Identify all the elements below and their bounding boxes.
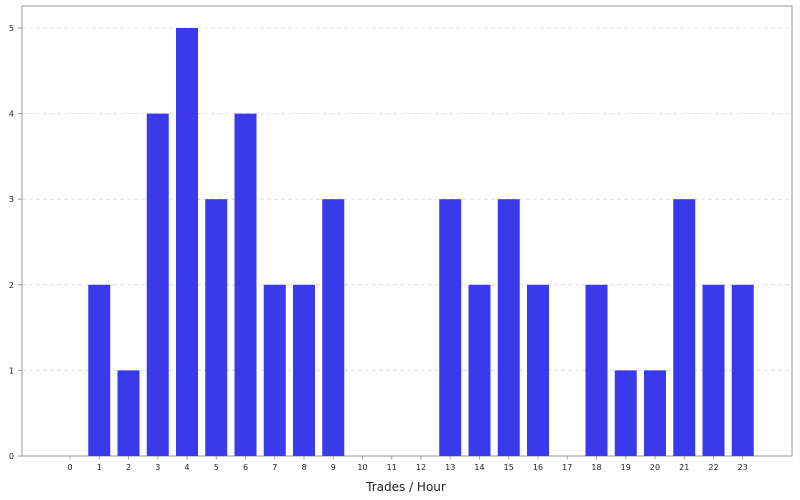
y-tick-label: 0 xyxy=(9,452,14,461)
x-tick-label: 12 xyxy=(416,463,426,472)
bar-8 xyxy=(293,284,315,456)
x-tick-label: 17 xyxy=(562,463,572,472)
bar-4 xyxy=(176,28,198,456)
x-tick-label: 18 xyxy=(591,463,601,472)
x-tick-label: 14 xyxy=(474,463,484,472)
bar-22 xyxy=(702,284,725,456)
x-tick-label: 19 xyxy=(621,463,631,472)
x-tick-label: 11 xyxy=(387,463,397,472)
y-tick-label: 3 xyxy=(9,195,14,204)
bar-21 xyxy=(673,199,696,456)
bar-3 xyxy=(146,113,169,456)
bar-18 xyxy=(585,284,608,456)
x-tick-label: 22 xyxy=(708,463,718,472)
x-tick-label: 7 xyxy=(272,463,277,472)
bar-15 xyxy=(497,199,520,456)
bar-23 xyxy=(731,284,754,456)
bar-1 xyxy=(88,284,111,456)
x-tick-label: 6 xyxy=(243,463,248,472)
x-tick-label: 0 xyxy=(67,463,72,472)
bar-13 xyxy=(439,199,462,456)
bar-9 xyxy=(322,199,345,456)
y-axis-ticks: 0 1 2 3 4 5 xyxy=(9,24,22,461)
x-tick-label: 10 xyxy=(357,463,367,472)
bar-14 xyxy=(468,284,491,456)
x-tick-label: 15 xyxy=(504,463,514,472)
y-tick-label: 2 xyxy=(9,281,14,290)
bar-2 xyxy=(117,370,140,456)
x-tick-label: 3 xyxy=(155,463,160,472)
plot-frame xyxy=(21,5,793,457)
bar-7 xyxy=(263,284,286,456)
x-tick-label: 9 xyxy=(331,463,336,472)
y-tick-label: 4 xyxy=(9,110,14,119)
bar-5 xyxy=(205,199,228,456)
y-tick-label: 1 xyxy=(9,366,14,375)
x-axis-ticks: 0 1 2 3 4 5 6 7 8 9 10 11 12 13 14 15 16 17 18 19 20 21 22 23 xyxy=(67,456,748,472)
bar-6 xyxy=(234,113,257,456)
x-tick-label: 23 xyxy=(738,463,748,472)
x-tick-label: 16 xyxy=(533,463,543,472)
bars xyxy=(88,28,754,456)
bar-16 xyxy=(527,284,549,456)
x-axis-label: Trades / Hour xyxy=(365,480,446,494)
x-tick-label: 20 xyxy=(650,463,660,472)
x-tick-label: 5 xyxy=(214,463,219,472)
x-tick-label: 4 xyxy=(184,463,189,472)
bar-19 xyxy=(614,370,637,456)
x-tick-label: 8 xyxy=(301,463,306,472)
x-tick-label: 1 xyxy=(97,463,102,472)
bar-20 xyxy=(644,370,666,456)
x-tick-label: 13 xyxy=(445,463,455,472)
x-tick-label: 21 xyxy=(679,463,689,472)
y-tick-label: 5 xyxy=(9,24,14,33)
x-tick-label: 2 xyxy=(126,463,131,472)
